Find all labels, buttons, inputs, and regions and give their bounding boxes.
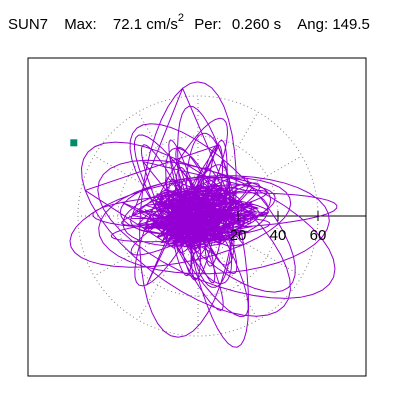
- header: SUN7 Max: 72.1 cm/s2 Per: 0.260 s Ang: 1…: [8, 12, 370, 33]
- tick-label: 40: [270, 227, 287, 244]
- max-unit-exponent: 2: [177, 12, 185, 24]
- max-unit: cm/s: [146, 16, 178, 33]
- period-value: 0.260 s: [231, 16, 282, 33]
- peak-marker: [70, 139, 78, 147]
- particle-motion-trace: [69, 81, 338, 348]
- plot-frame: [27, 57, 367, 377]
- tick-label: 20: [230, 227, 247, 244]
- tick-label: 60: [310, 227, 327, 244]
- max-label: Max:: [64, 16, 97, 33]
- radial-ticks: 20 40 60: [230, 211, 327, 244]
- angle-value: 149.5: [332, 16, 370, 33]
- station-name: SUN7: [8, 16, 49, 33]
- max-value: 72.1: [112, 16, 143, 33]
- angle-label: Ang:: [297, 16, 329, 33]
- peak-marker-group: [70, 139, 78, 147]
- period-label: Per:: [194, 16, 222, 33]
- trace-path: [69, 81, 338, 348]
